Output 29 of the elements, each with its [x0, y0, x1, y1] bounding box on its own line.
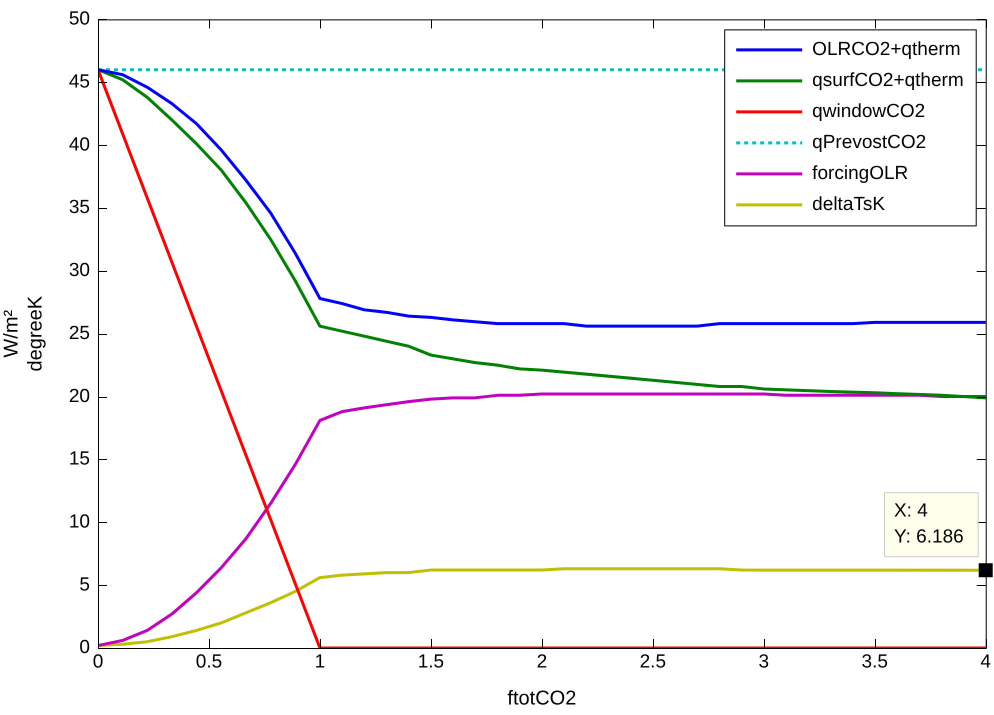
x-tick-label: 1 — [314, 652, 326, 673]
y-tick-label: 45 — [68, 71, 90, 92]
y-tick-label: 10 — [68, 512, 90, 533]
y-tick-label: 50 — [68, 8, 90, 30]
y-tick-label: 40 — [68, 134, 90, 156]
legend-label: qPrevostCO2 — [812, 132, 926, 154]
y-tick-label: 35 — [68, 197, 90, 218]
legend-label: qsurfCO2+qtherm — [812, 70, 964, 92]
legend-label: deltaTsK — [812, 194, 886, 216]
y-tick-label: 0 — [79, 637, 90, 658]
y-tick-label: 30 — [68, 260, 90, 282]
legend-label: forcingOLR — [812, 163, 908, 184]
legend-label: qwindowCO2 — [812, 101, 926, 122]
y-tick-label: 25 — [68, 322, 90, 344]
x-tick-label: 1.5 — [418, 652, 444, 673]
x-tick-label: 0 — [92, 652, 104, 673]
x-tick-label: 2.5 — [640, 652, 666, 673]
y-axis-title: W/m² degreeK — [0, 295, 47, 372]
annotation: X: 4 Y: 6.186 — [894, 500, 964, 548]
x-tick-label: 3 — [758, 652, 770, 673]
y-tick-label: 5 — [79, 574, 90, 596]
y-tick-label: 15 — [68, 448, 90, 470]
y-tick-label: 20 — [68, 386, 90, 407]
x-tick-label: 0.5 — [196, 652, 222, 673]
x-tick-label: 3.5 — [862, 652, 888, 673]
x-tick-label: 2 — [536, 652, 548, 673]
legend-label: OLRCO2+qtherm — [812, 39, 961, 60]
x-tick-label: 4 — [980, 652, 992, 673]
x-axis-title: ftotCO2 — [507, 688, 576, 710]
